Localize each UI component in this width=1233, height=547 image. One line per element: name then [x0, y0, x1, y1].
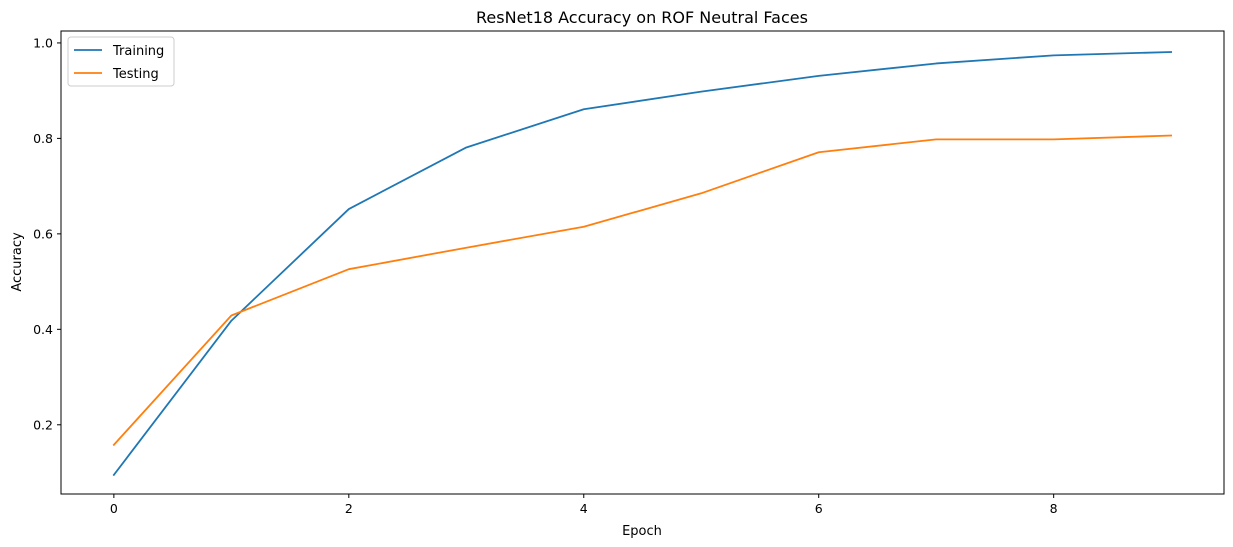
x-tick-label: 4	[580, 501, 588, 516]
x-axis: 0 2 4 6 8	[110, 494, 1058, 516]
series-line-testing	[112, 134, 1173, 447]
x-tick-label: 0	[110, 501, 118, 516]
series-line-training	[112, 51, 1173, 477]
x-tick-label: 2	[345, 501, 353, 516]
legend-label-training: Training	[112, 44, 164, 59]
legend: Training Testing	[67, 36, 175, 87]
series-layer	[112, 51, 1173, 477]
chart-title: ResNet18 Accuracy on ROF Neutral Faces	[476, 8, 808, 27]
y-tick-label: 1.0	[33, 35, 53, 50]
x-tick-label: 6	[815, 501, 823, 516]
x-axis-label: Epoch	[622, 524, 662, 539]
y-tick-label: 0.4	[33, 322, 53, 337]
legend-label-testing: Testing	[112, 67, 159, 82]
y-axis-label: Accuracy	[10, 232, 25, 292]
y-axis: 0.2 0.4 0.6 0.8 1.0	[33, 35, 61, 432]
y-tick-label: 0.8	[33, 131, 53, 146]
y-tick-label: 0.6	[33, 226, 53, 241]
plot-area	[60, 30, 1225, 495]
x-tick-label: 8	[1050, 501, 1058, 516]
y-tick-label: 0.2	[33, 417, 53, 432]
